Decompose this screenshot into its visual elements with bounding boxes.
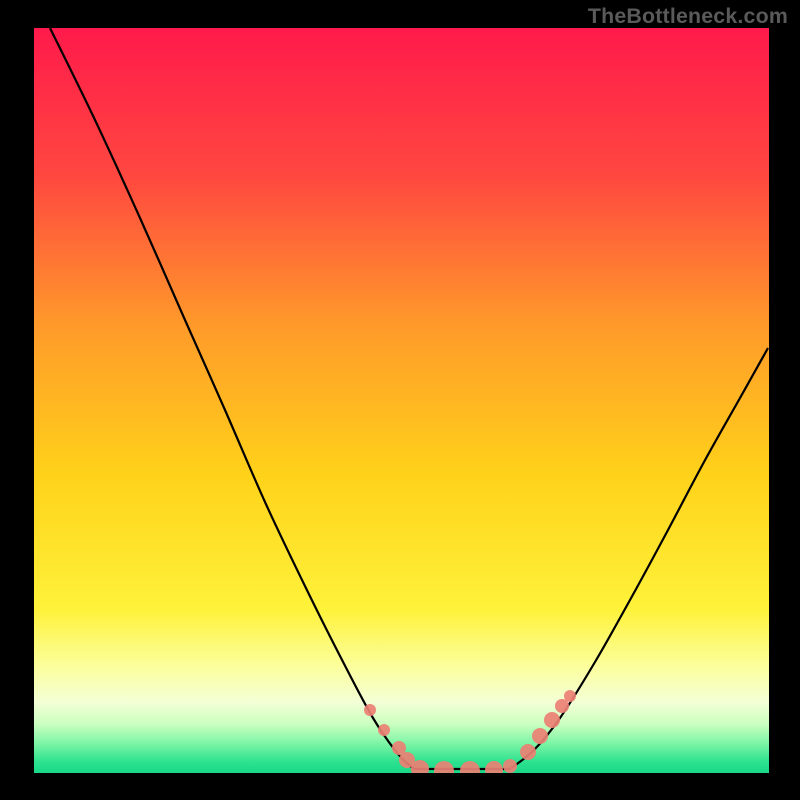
chart-stage: TheBottleneck.com — [0, 0, 800, 800]
valley-marker — [544, 712, 560, 728]
valley-marker — [411, 760, 429, 778]
valley-marker — [532, 728, 548, 744]
valley-marker — [503, 759, 517, 773]
plot-background — [34, 28, 769, 773]
valley-marker — [434, 761, 454, 781]
bottleneck-curve-chart — [0, 0, 800, 800]
valley-marker — [364, 704, 376, 716]
valley-marker — [485, 761, 503, 779]
attribution-label: TheBottleneck.com — [588, 4, 788, 29]
valley-marker — [460, 761, 480, 781]
valley-marker — [520, 744, 536, 760]
valley-marker — [564, 690, 576, 702]
valley-marker — [378, 724, 390, 736]
